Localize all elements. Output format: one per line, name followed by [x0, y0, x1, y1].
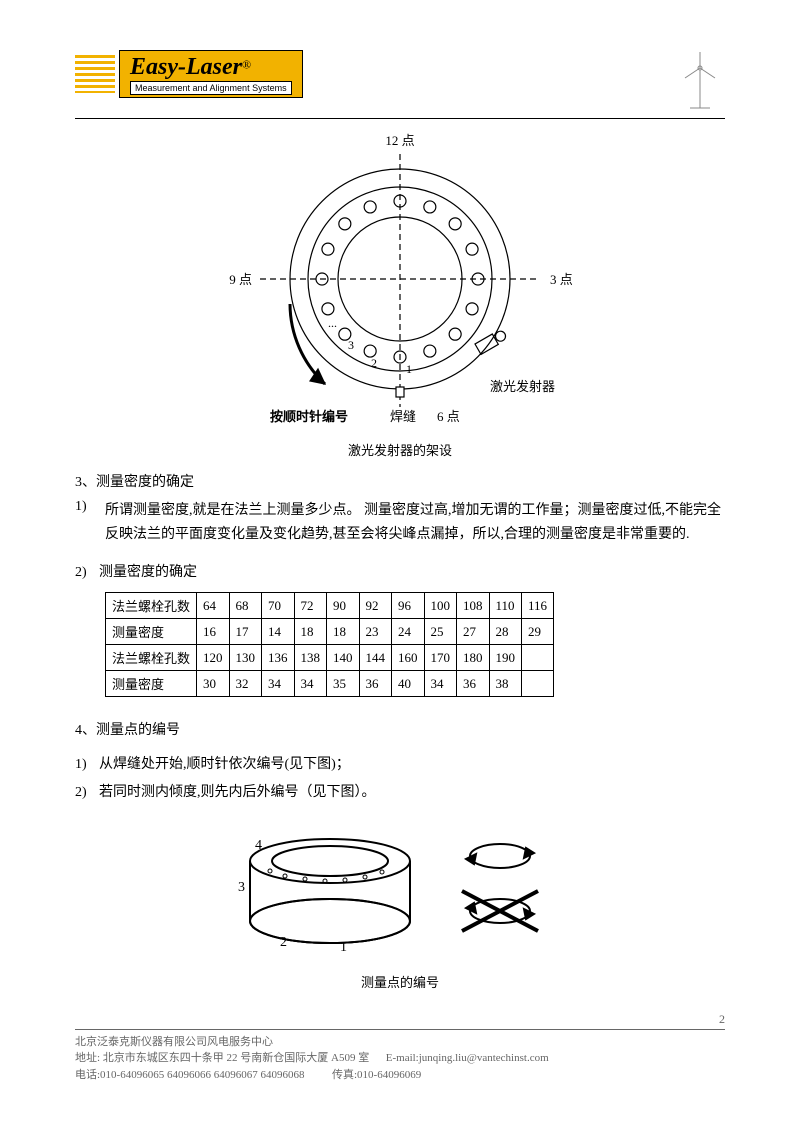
flange-diagram: 12 点 3 点 6 点 9 点 激光发射器 焊缝 按顺时针编号 1 2 3 .… [75, 129, 725, 434]
ring-num-3: 3 [238, 880, 245, 895]
logo-subtitle: Measurement and Alignment Systems [130, 81, 292, 95]
page-header: Easy-Laser® Measurement and Alignment Sy… [75, 50, 725, 119]
row3-label: 法兰螺栓孔数 [106, 645, 197, 671]
label-cw: 按顺时针编号 [270, 409, 348, 424]
table-row: 法兰螺栓孔数 64 68 70 72 90 92 96 100 108 110 … [106, 593, 554, 619]
page-number: 2 [719, 1012, 725, 1027]
item-3-2: 2)测量密度的确定 [75, 561, 725, 585]
item-4-1-text: 从焊缝处开始,顺时针依次编号(见下图)； [99, 757, 350, 772]
row1-label: 法兰螺栓孔数 [106, 593, 197, 619]
label-emitter: 激光发射器 [490, 379, 555, 394]
ring-num-4: 4 [255, 838, 262, 853]
item-4-2-text: 若同时测内倾度,则先内后外编号（见下图）。 [99, 785, 376, 800]
diagram1-caption: 激光发射器的架设 [75, 440, 725, 459]
logo-stripes [75, 55, 115, 93]
table-row: 测量密度 16 17 14 18 18 23 24 25 27 28 29 [106, 619, 554, 645]
hole-num-1: 1 [406, 362, 412, 376]
ring-num-1: 1 [340, 940, 347, 955]
label-weld: 焊缝 [390, 409, 416, 424]
diagram2-caption: 测量点的编号 [75, 972, 725, 991]
row4-label: 测量密度 [106, 671, 197, 697]
density-table: 法兰螺栓孔数 64 68 70 72 90 92 96 100 108 110 … [105, 592, 554, 697]
label-6: 6 点 [437, 409, 460, 424]
label-9: 9 点 [229, 272, 252, 287]
wind-turbine-icon [675, 50, 725, 110]
logo-registered: ® [242, 57, 251, 71]
item-3-2-num: 2) [75, 561, 99, 585]
footer-line2: 地址: 北京市东城区东四十条甲 22 号南新仓国际大厦 A509 室 E-mai… [75, 1050, 725, 1067]
item-3-1-num: 1) [75, 495, 99, 519]
item-3-2-text: 测量密度的确定 [99, 565, 197, 580]
item-3-1-body: 所谓测量密度,就是在法兰上测量多少点。 测量密度过高,增加无谓的工作量；测量密度… [105, 499, 725, 547]
hole-num-2: 2 [371, 356, 377, 370]
logo-block: Easy-Laser® Measurement and Alignment Sy… [75, 50, 303, 98]
footer-line1: 北京泛泰克斯仪器有限公司风电服务中心 [75, 1034, 725, 1051]
item-4-1-num: 1) [75, 753, 99, 777]
logo-main-text: Easy-Laser [130, 54, 242, 80]
hole-num-3: 3 [348, 338, 354, 352]
label-12: 12 点 [385, 133, 414, 148]
section-4-title: 4、测量点的编号 [75, 719, 725, 739]
page-footer: 北京泛泰克斯仪器有限公司风电服务中心 地址: 北京市东城区东四十条甲 22 号南… [75, 1029, 725, 1084]
table-row: 法兰螺栓孔数 120 130 136 138 140 144 160 170 1… [106, 645, 554, 671]
item-4-2-num: 2) [75, 781, 99, 805]
table-row: 测量密度 30 32 34 34 35 36 40 34 36 38 [106, 671, 554, 697]
item-4-1: 1)从焊缝处开始,顺时针依次编号(见下图)； [75, 753, 725, 777]
row2-label: 测量密度 [106, 619, 197, 645]
footer-line3: 电话:010-64096065 64096066 64096067 640960… [75, 1067, 725, 1084]
hole-dots: ... [328, 316, 337, 330]
ring-num-2: 2 [280, 935, 287, 950]
numbering-diagram: 1 2 3 4 [75, 821, 725, 966]
label-3: 3 点 [550, 272, 573, 287]
section-3-title: 3、测量密度的确定 [75, 471, 725, 491]
item-4-2: 2)若同时测内倾度,则先内后外编号（见下图）。 [75, 781, 725, 805]
logo: Easy-Laser® Measurement and Alignment Sy… [119, 50, 303, 98]
